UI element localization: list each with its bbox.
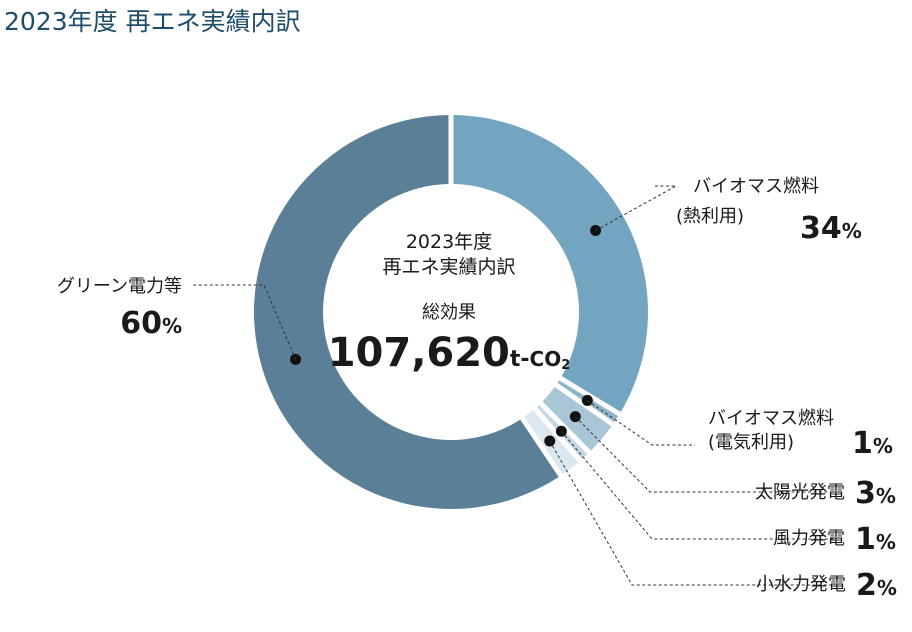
center-title-line2: 再エネ実績内訳 (382, 256, 515, 278)
page-title: 2023年度 再エネ実績内訳 (4, 7, 301, 36)
center-text: 2023年度 再エネ実績内訳 総効果 107,620t-CO2 (328, 231, 571, 376)
slice-label: 太陽光発電 (755, 482, 845, 503)
slice-labels: バイオマス燃料 (熱利用) 34% バイオマス燃料 (電気利用) 1% 太陽光発電 3% 風力発… (57, 176, 897, 603)
donut-slice (453, 115, 648, 412)
slice-percent: 60% (120, 306, 182, 341)
slice-percent: 1% (852, 426, 893, 461)
center-title-line1: 2023年度 (406, 231, 492, 253)
slice-percent: 3% (855, 476, 896, 511)
slice-label: (熱利用) (676, 206, 744, 227)
leader-line (549, 440, 835, 586)
slice-label: バイオマス燃料 (708, 408, 834, 429)
leader-line (192, 284, 297, 360)
total-unit-prefix: t- (510, 347, 530, 372)
slice-percent: 1% (855, 522, 896, 557)
leader-lines (192, 185, 835, 586)
center-total-value: 107,620t-CO2 (328, 330, 571, 376)
total-unit-co: CO (530, 347, 562, 371)
slice-label: グリーン電力等 (57, 276, 182, 297)
slice-label: 小水力発電 (756, 574, 846, 595)
leader-line (587, 400, 695, 446)
leader-line (595, 185, 678, 231)
total-value: 107,620 (328, 330, 510, 376)
slice-label: (電気利用) (708, 432, 794, 453)
leader-line (560, 430, 835, 540)
slice-label: 風力発電 (773, 528, 845, 549)
leader-line (574, 416, 835, 493)
slice-label: バイオマス燃料 (693, 176, 819, 197)
total-unit-sub: 2 (561, 358, 570, 373)
donut-slice (253, 115, 559, 509)
slice-percent: 34% (800, 211, 862, 246)
slice-percent: 2% (856, 568, 897, 603)
center-total-label: 総効果 (422, 302, 476, 323)
